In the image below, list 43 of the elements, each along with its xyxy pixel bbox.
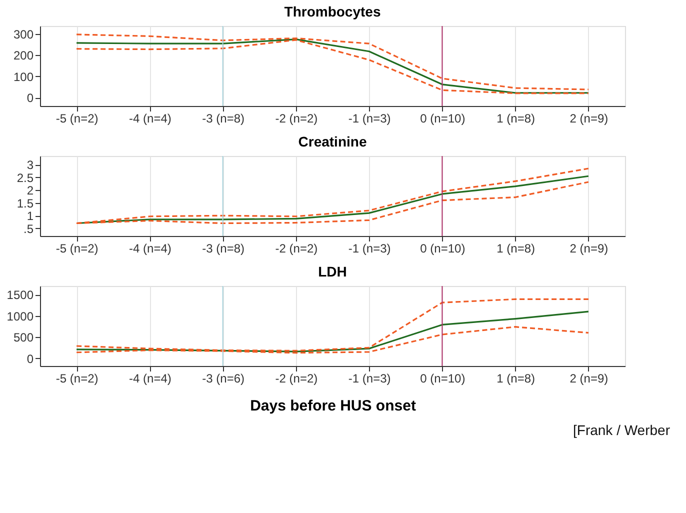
x-axis-title: Days before HUS onset xyxy=(250,398,416,414)
y-tick-label: 2 xyxy=(26,184,34,198)
y-tick-label: 1.5 xyxy=(16,196,34,210)
x-tick-label: -1 (n=3) xyxy=(348,112,391,126)
y-tick-label: 100 xyxy=(13,70,34,84)
x-tick-label: -4 (n=4) xyxy=(129,242,172,256)
y-tick-label: 0 xyxy=(26,352,34,366)
x-tick-label: 1 (n=8) xyxy=(496,112,535,126)
y-tick-label: 300 xyxy=(13,28,34,42)
x-tick-label: 1 (n=8) xyxy=(496,242,535,256)
y-tick-label: 500 xyxy=(13,330,34,345)
x-tick-label: -1 (n=3) xyxy=(348,242,391,256)
y-tick-label: .5 xyxy=(23,222,34,236)
x-tick-label: -3 (n=6) xyxy=(202,372,244,386)
x-tick-label: -5 (n=2) xyxy=(56,372,98,386)
x-tick-label: 2 (n=9) xyxy=(570,112,608,126)
x-tick-label: 1 (n=8) xyxy=(496,372,535,386)
y-tick-label: 1000 xyxy=(6,309,34,324)
chart-title: LDH xyxy=(318,264,347,280)
x-tick-label: -4 (n=4) xyxy=(129,372,172,386)
y-tick-label: 2.5 xyxy=(16,170,34,185)
x-tick-label: -3 (n=8) xyxy=(202,112,244,126)
x-tick-label: -2 (n=2) xyxy=(275,242,318,256)
chart-title: Thrombocytes xyxy=(284,4,381,20)
x-tick-label: -2 (n=2) xyxy=(275,372,318,386)
x-tick-label: -4 (n=4) xyxy=(129,112,172,126)
x-tick-label: -2 (n=2) xyxy=(275,112,318,126)
x-tick-label: -1 (n=3) xyxy=(348,372,391,386)
y-tick-label: 3 xyxy=(26,158,34,172)
x-tick-label: -5 (n=2) xyxy=(56,112,98,126)
x-tick-label: -3 (n=8) xyxy=(202,242,244,256)
chart-title: Creatinine xyxy=(298,134,367,150)
x-tick-label: -5 (n=2) xyxy=(56,242,98,256)
x-tick-label: 0 (n=10) xyxy=(420,112,466,126)
y-tick-label: 1 xyxy=(26,209,34,224)
x-tick-label: 2 (n=9) xyxy=(570,242,608,256)
y-tick-label: 200 xyxy=(13,48,34,63)
x-tick-label: 0 (n=10) xyxy=(420,242,466,256)
y-tick-label: 0 xyxy=(26,91,34,106)
text: [Frank / Werber xyxy=(573,422,670,438)
x-tick-label: 2 (n=9) xyxy=(570,372,608,386)
x-tick-label: 0 (n=10) xyxy=(420,372,466,386)
y-tick-label: 1500 xyxy=(6,288,34,302)
